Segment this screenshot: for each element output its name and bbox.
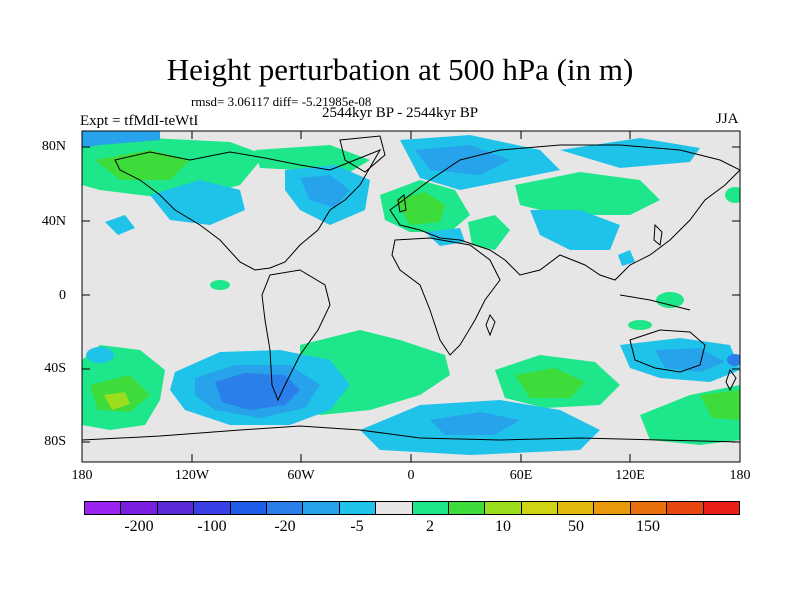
coastline	[397, 194, 407, 213]
anomaly-region	[395, 192, 445, 225]
colorbar-swatch	[339, 502, 377, 514]
coastlines	[82, 135, 740, 443]
anomaly-region	[104, 392, 130, 410]
colorbar-swatch	[157, 502, 195, 514]
colorbar-label: 50	[568, 518, 584, 535]
anomaly-region	[86, 347, 114, 363]
coastline	[389, 144, 740, 281]
chart-title: Height perturbation at 500 hPa (in m)	[166, 52, 634, 87]
colorbar-swatch	[448, 502, 486, 514]
colorbar-label: -200	[124, 518, 154, 535]
lat-label: 80N	[41, 139, 66, 154]
anomaly-region	[95, 150, 190, 180]
coastline	[485, 313, 496, 337]
colorbar-swatch	[703, 502, 740, 514]
colorbar-swatch	[85, 502, 122, 514]
colorbar	[84, 501, 740, 515]
lon-label: 120W	[174, 468, 210, 483]
negative-anomaly-regions	[82, 131, 740, 455]
anomaly-region	[105, 215, 135, 235]
anomaly-region	[468, 215, 510, 250]
anomaly-region	[415, 145, 510, 175]
period-label: 2544kyr BP - 2544kyr BP	[322, 105, 479, 121]
lon-label: 60E	[509, 468, 533, 483]
colorbar-swatch	[376, 502, 413, 514]
colorbar-swatch	[303, 502, 340, 514]
coastline	[114, 149, 382, 271]
colorbar-swatch	[121, 502, 158, 514]
anomaly-region	[300, 175, 350, 208]
season-label: JJA	[716, 111, 739, 127]
anomaly-region	[618, 250, 635, 266]
coastline	[629, 329, 706, 373]
colorbar-swatch	[558, 502, 595, 514]
lon-label: 180	[71, 468, 93, 483]
anomaly-region	[725, 187, 740, 203]
colorbar-label: -100	[197, 518, 227, 535]
anomaly-region	[628, 320, 652, 330]
coastline	[261, 269, 331, 402]
anomaly-region	[530, 210, 620, 250]
anomaly-region	[210, 280, 230, 290]
lon-label: 120E	[615, 468, 645, 483]
stats-line: rmsd= 3.06117 diff= -5.21985e-08	[191, 94, 372, 109]
lon-label: 60W	[287, 468, 315, 483]
lat-label: 80S	[44, 434, 66, 449]
colorbar-swatch	[266, 502, 304, 514]
map-plot-area	[82, 131, 740, 462]
colorbar-swatch	[230, 502, 267, 514]
anomaly-region	[215, 373, 300, 410]
anomaly-region	[700, 390, 740, 420]
colorbar-label: 150	[636, 518, 660, 535]
axis-ticks	[81, 131, 741, 462]
colorbar-label: 2	[426, 518, 434, 535]
anomaly-region	[515, 368, 585, 398]
colorbar-swatch	[194, 502, 231, 514]
experiment-label: Expt = tfMdI-teWtI	[80, 113, 199, 129]
colorbar-swatch	[412, 502, 449, 514]
lat-label: 40N	[41, 214, 66, 229]
colorbar-label: -20	[274, 518, 296, 535]
colorbar-label: 10	[495, 518, 511, 535]
colorbar-swatch	[630, 502, 668, 514]
lat-label: 0	[59, 288, 66, 303]
anomaly-region	[425, 228, 465, 246]
anomaly-region	[255, 145, 370, 175]
coastline	[391, 237, 501, 356]
lon-label: 0	[407, 468, 415, 483]
anomaly-region	[727, 354, 740, 366]
lat-label: 40S	[44, 361, 66, 376]
anomaly-region	[655, 348, 725, 372]
coastline	[339, 135, 386, 173]
anomaly-region	[515, 172, 660, 215]
coastline	[619, 294, 691, 311]
anomaly-region	[150, 180, 245, 225]
anomaly-region	[656, 292, 684, 308]
coastline	[653, 223, 663, 246]
colorbar-swatch	[485, 502, 522, 514]
colorbar-swatch	[521, 502, 559, 514]
colorbar-label: -5	[350, 518, 364, 535]
colorbar-swatch	[667, 502, 704, 514]
lon-label: 180	[729, 468, 751, 483]
colorbar-swatch	[594, 502, 631, 514]
coastline	[725, 368, 737, 392]
anomaly-region	[82, 131, 160, 148]
anomaly-region	[430, 412, 520, 435]
coastline	[82, 425, 740, 443]
